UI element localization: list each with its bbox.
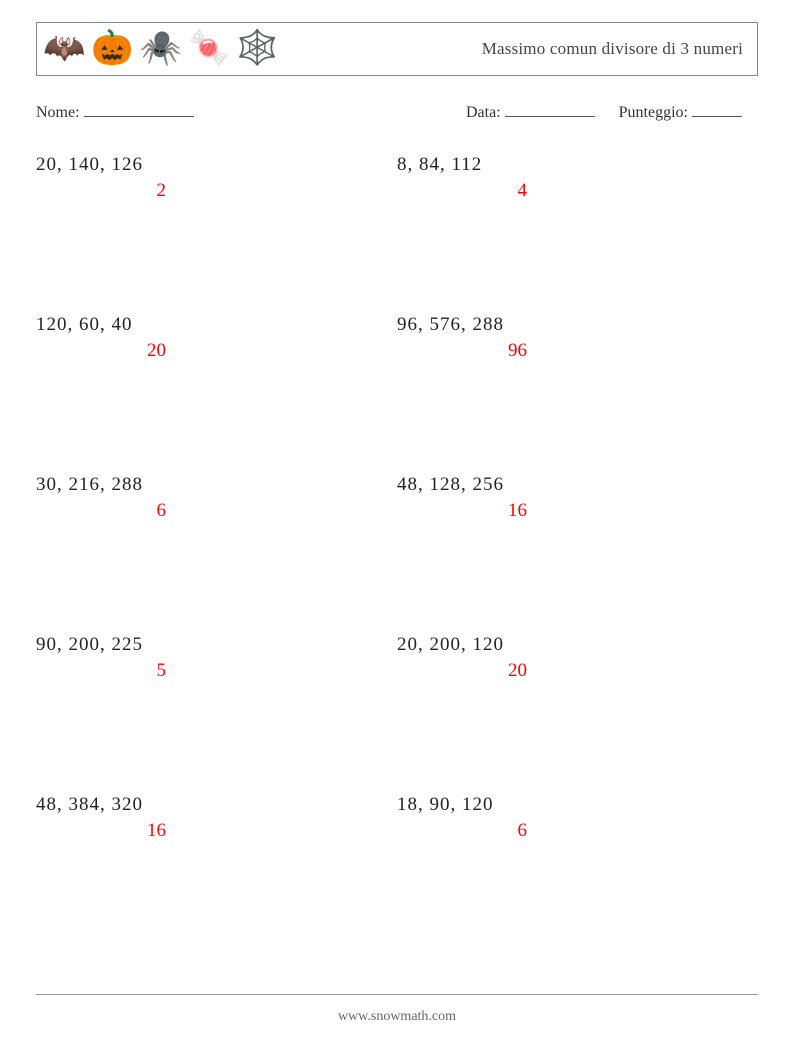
worksheet-title: Massimo comun divisore di 3 numeri bbox=[482, 39, 743, 59]
web-icon: 🕸️ bbox=[236, 32, 278, 66]
problems-grid: 20, 140, 126 2 8, 84, 112 4 120, 60, 40 … bbox=[36, 154, 758, 954]
problem-answer: 96 bbox=[397, 340, 527, 362]
candy-icon: 🍬 bbox=[188, 32, 230, 66]
problem-answer: 2 bbox=[36, 180, 166, 202]
footer-url: www.snowmath.com bbox=[0, 1009, 794, 1025]
meta-row: Nome: Data: Punteggio: bbox=[36, 104, 758, 122]
problem-answer: 6 bbox=[397, 820, 527, 842]
problem-numbers: 48, 128, 256 bbox=[397, 474, 527, 496]
score-blank bbox=[692, 116, 742, 117]
problem-numbers: 8, 84, 112 bbox=[397, 154, 527, 176]
spider-icon: 🕷️ bbox=[140, 32, 182, 66]
name-blank bbox=[84, 116, 194, 117]
problem-answer: 20 bbox=[36, 340, 166, 362]
problem-numbers: 120, 60, 40 bbox=[36, 314, 166, 336]
problem-answer: 5 bbox=[36, 660, 166, 682]
name-label: Nome: bbox=[36, 104, 80, 121]
problem-row: 120, 60, 40 20 96, 576, 288 96 bbox=[36, 314, 758, 474]
problem-row: 48, 384, 320 16 18, 90, 120 6 bbox=[36, 794, 758, 954]
header-box: 🦇 🎃 🕷️ 🍬 🕸️ Massimo comun divisore di 3 … bbox=[36, 22, 758, 76]
problem-answer: 20 bbox=[397, 660, 527, 682]
score-label: Punteggio: bbox=[619, 104, 688, 121]
problem-answer: 16 bbox=[36, 820, 166, 842]
date-blank bbox=[505, 116, 595, 117]
problem-row: 20, 140, 126 2 8, 84, 112 4 bbox=[36, 154, 758, 314]
problem-answer: 16 bbox=[397, 500, 527, 522]
problem-numbers: 96, 576, 288 bbox=[397, 314, 527, 336]
problem-numbers: 20, 200, 120 bbox=[397, 634, 527, 656]
problem-row: 30, 216, 288 6 48, 128, 256 16 bbox=[36, 474, 758, 634]
problem-numbers: 90, 200, 225 bbox=[36, 634, 166, 656]
date-label: Data: bbox=[466, 104, 501, 121]
pumpkin-icon: 🎃 bbox=[91, 32, 133, 66]
problem-answer: 6 bbox=[36, 500, 166, 522]
header-icons: 🦇 🎃 🕷️ 🍬 🕸️ bbox=[43, 32, 279, 66]
footer-divider bbox=[36, 994, 758, 995]
problem-answer: 4 bbox=[397, 180, 527, 202]
problem-numbers: 18, 90, 120 bbox=[397, 794, 527, 816]
problem-numbers: 20, 140, 126 bbox=[36, 154, 166, 176]
problem-numbers: 30, 216, 288 bbox=[36, 474, 166, 496]
bat-icon: 🦇 bbox=[43, 32, 85, 66]
problem-numbers: 48, 384, 320 bbox=[36, 794, 166, 816]
problem-row: 90, 200, 225 5 20, 200, 120 20 bbox=[36, 634, 758, 794]
